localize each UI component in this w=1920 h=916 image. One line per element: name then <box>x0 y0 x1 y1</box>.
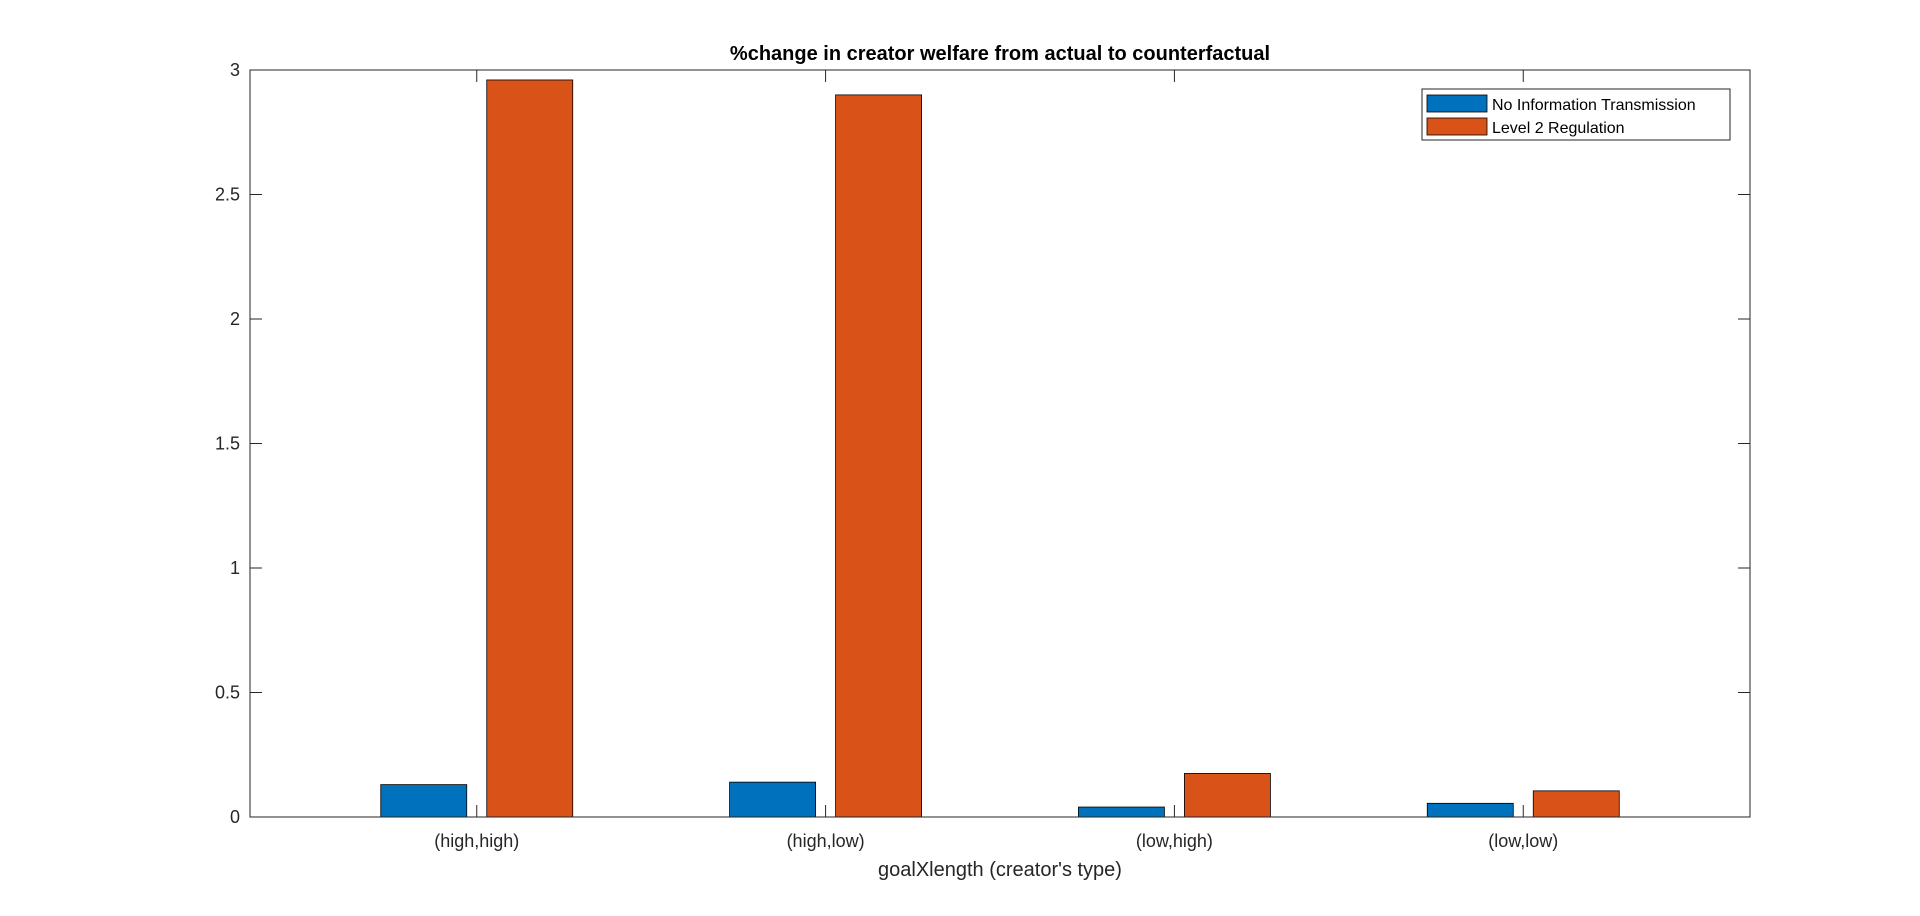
plot-area-frame <box>249 69 1751 818</box>
y-tick-label: 0.5 <box>215 683 240 703</box>
bar-series-1-4 <box>1426 802 1514 818</box>
y-tick-label: 2 <box>230 309 240 329</box>
x-axis-label: goalXlength (creator's type) <box>878 859 1122 881</box>
x-tick-label: (low,low) <box>1488 831 1558 851</box>
ticks-layer: (high,high) (high,low) (low,high) (low,low)… <box>215 60 1750 851</box>
bars-layer <box>380 79 1620 818</box>
y-tick-label: 0 <box>230 807 240 827</box>
x-tick-label: (high,high) <box>434 831 519 851</box>
chart-title: %change in creator welfare from actual t… <box>730 43 1270 65</box>
bar-series-2-2 <box>835 94 922 818</box>
legend-label-series-2: Level 2 Regulation <box>1492 120 1625 137</box>
y-tick-label: 2.5 <box>215 185 240 205</box>
legend: No Information Transmission Level 2 Regu… <box>1421 88 1731 141</box>
x-tick-label: (high,low) <box>787 831 865 851</box>
x-tick-label: (low,high) <box>1136 831 1213 851</box>
bar-series-2-3 <box>1184 773 1271 818</box>
bar-series-1-3 <box>1078 806 1165 818</box>
legend-swatch-series-1 <box>1426 94 1488 113</box>
legend-swatch-series-2 <box>1426 117 1488 136</box>
bar-series-2-1 <box>486 79 574 818</box>
bar-series-1-2 <box>729 781 816 818</box>
y-tick-label: 1.5 <box>215 434 240 454</box>
y-tick-label: 3 <box>230 60 240 80</box>
bar-series-2-4 <box>1532 790 1620 818</box>
bar-series-1-1 <box>380 784 468 818</box>
y-tick-label: 1 <box>230 558 240 578</box>
legend-label-series-1: No Information Transmission <box>1492 97 1696 114</box>
